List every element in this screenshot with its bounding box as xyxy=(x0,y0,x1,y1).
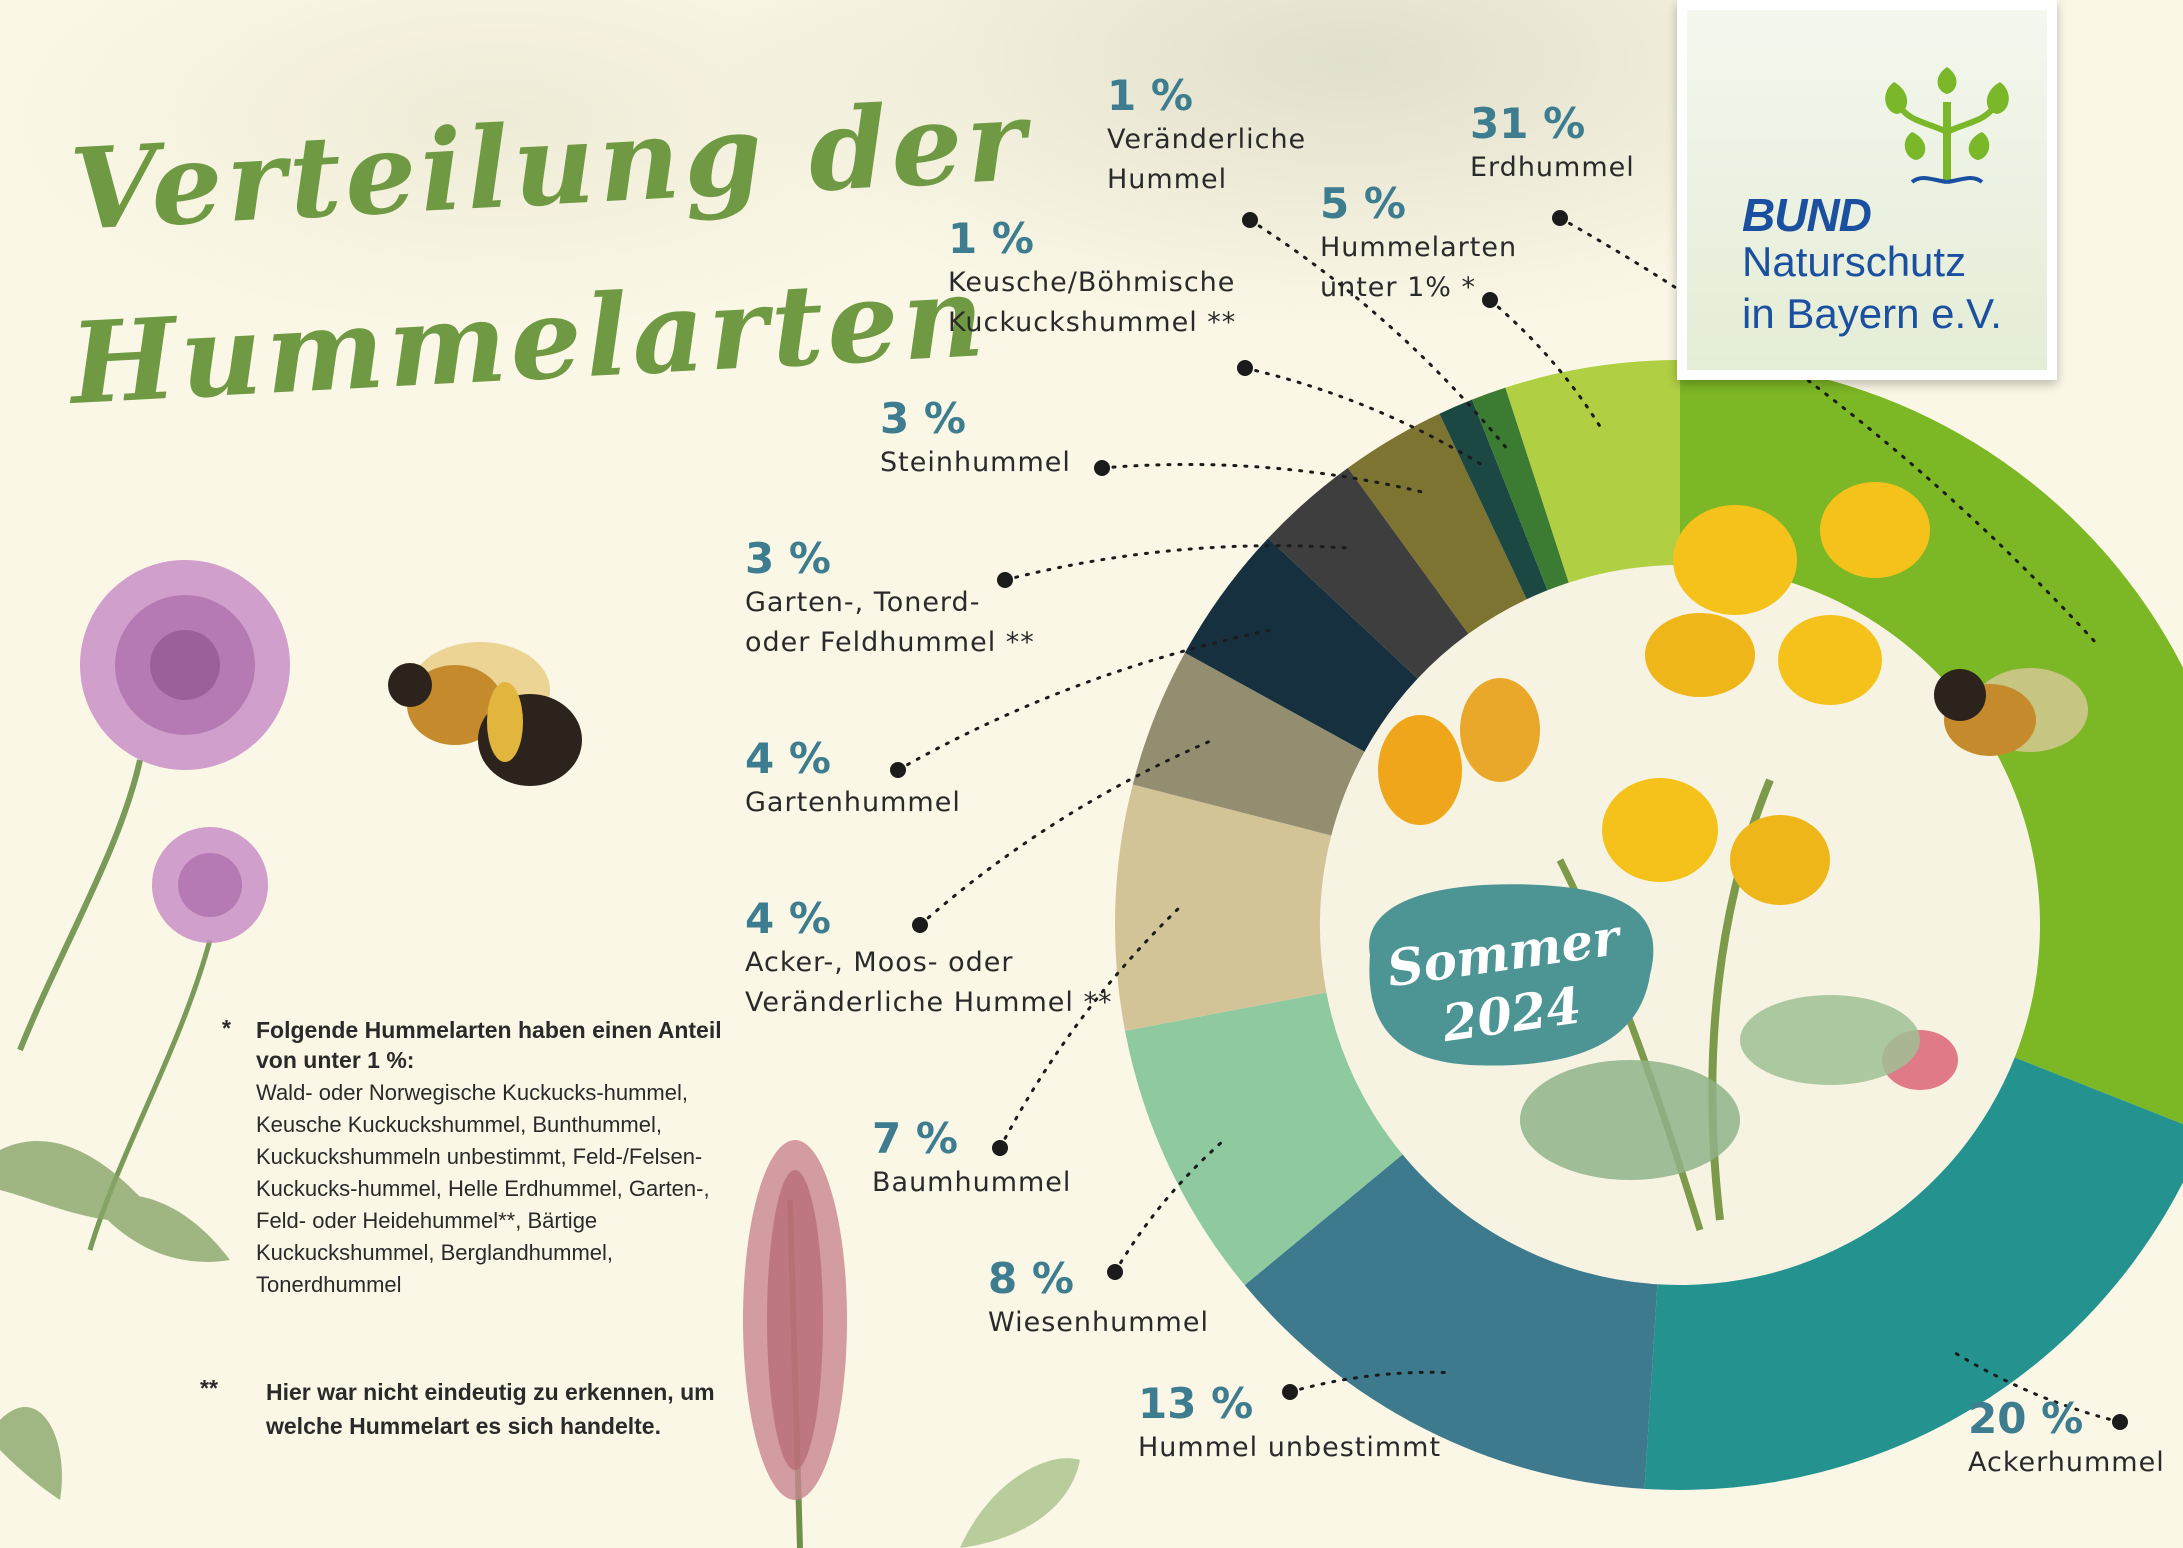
leader-dot-2 xyxy=(2112,1414,2128,1430)
slice-label-11-name-line-2: Hummel xyxy=(1107,164,1228,195)
leader-line-11 xyxy=(1248,218,1512,454)
slice-label-5: 7 % Baumhummel xyxy=(872,1115,1071,1203)
tree-logo-icon xyxy=(1885,67,2009,184)
slice-label-8-name-line-2: oder Feldhummel ** xyxy=(745,627,1035,658)
leader-dot-1 xyxy=(1552,210,1568,226)
slice-label-4-percent: 8 % xyxy=(988,1254,1074,1303)
leaves xyxy=(0,1140,230,1500)
donut-slice-1 xyxy=(1680,360,2183,1125)
slice-label-8-percent: 3 % xyxy=(745,534,831,583)
leader-dot-7 xyxy=(890,762,906,778)
donut-slice-5 xyxy=(1115,784,1332,1031)
slice-label-10-name-line-2: Kuckuckshummel ** xyxy=(948,307,1237,338)
donut-slice-7 xyxy=(1184,538,1418,752)
slice-label-12-percent: 5 % xyxy=(1320,179,1406,228)
footnote-2-text: Hier war nicht eindeutig zu erkennen, um… xyxy=(266,1379,715,1439)
footnote-1-body: Wald- oder Norwegische Kuckucks-hummel, … xyxy=(256,1080,710,1297)
leader-line-7 xyxy=(896,628,1275,772)
logo-line-2: Naturschutz xyxy=(1742,238,1967,285)
donut-slice-6 xyxy=(1132,652,1365,836)
donut-slice-4 xyxy=(1125,992,1403,1286)
slice-label-7-name-line-1: Gartenhummel xyxy=(745,787,961,818)
slice-label-5-percent: 7 % xyxy=(872,1114,958,1163)
slice-label-12-name-line-2: unter 1% * xyxy=(1320,272,1477,303)
slice-label-11-percent: 1 % xyxy=(1107,71,1193,120)
logo-bund-text: BUND xyxy=(1742,189,1872,241)
slice-label-3-name-line-1: Hummel unbestimmt xyxy=(1138,1432,1442,1463)
sommer-badge-shape xyxy=(1369,884,1654,1066)
donut-slice-2 xyxy=(1644,1057,2183,1490)
leader-dot-10 xyxy=(1237,360,1253,376)
slice-label-7-percent: 4 % xyxy=(745,734,831,783)
bird-foot-trefoil-flowers xyxy=(1378,482,1958,1232)
slice-label-9-name-line-1: Steinhummel xyxy=(880,447,1071,478)
slice-label-10-name-line-1: Keusche/Böhmische xyxy=(948,267,1236,298)
slice-label-2-name-line-1: Ackerhummel xyxy=(1968,1447,2165,1478)
slice-label-9: 3 % Steinhummel xyxy=(880,395,1071,483)
donut-slice-10 xyxy=(1439,399,1548,600)
slice-label-10: 1 % Keusche/Böhmische Kuckuckshummel ** xyxy=(948,215,1236,343)
slice-label-10-percent: 1 % xyxy=(948,214,1034,263)
bund-logo: BUND Naturschutz in Bayern e.V. xyxy=(1677,0,2057,380)
leader-line-4 xyxy=(1113,1137,1227,1274)
donut-slice-8 xyxy=(1268,467,1469,679)
slice-label-11-name-line-1: Veränderliche xyxy=(1107,124,1307,155)
slice-label-5-name-line-1: Baumhummel xyxy=(872,1167,1072,1198)
leader-line-9 xyxy=(1100,462,1426,494)
slice-label-9-percent: 3 % xyxy=(880,394,966,443)
donut-slice-3 xyxy=(1244,1154,1658,1489)
sommer-badge: Sommer 2024 xyxy=(1355,880,1660,1065)
logo-line-3: in Bayern e.V. xyxy=(1742,290,2002,337)
leader-line-2 xyxy=(1947,1347,2122,1424)
sommer-badge-text: Sommer 2024 xyxy=(1348,901,1667,1066)
slice-label-2-percent: 20 % xyxy=(1968,1394,2084,1443)
footnote-1-heading: Folgende Hummelarten haben einen Anteil … xyxy=(256,1017,722,1073)
slice-label-2: 20 % Ackerhummel xyxy=(1968,1395,2165,1483)
leader-dot-6 xyxy=(912,917,928,933)
slice-label-1-name-line-1: Erdhummel xyxy=(1470,152,1635,183)
lupine-flower xyxy=(743,1140,847,1548)
scabiosa-flower-large xyxy=(17,560,290,1052)
leader-dot-11 xyxy=(1242,212,1258,228)
leader-dot-9 xyxy=(1094,460,1110,476)
slice-label-1: 31 % Erdhummel xyxy=(1470,100,1635,188)
slice-label-6-name-line-2: Veränderliche Hummel ** xyxy=(745,987,1113,1018)
leader-dot-5 xyxy=(992,1140,1008,1156)
leader-line-1 xyxy=(1558,216,2098,645)
leader-line-3 xyxy=(1288,1370,1454,1394)
slice-label-8: 3 % Garten-, Tonerd-oder Feldhummel ** xyxy=(745,535,1035,663)
leader-line-8 xyxy=(1003,544,1350,582)
leader-dot-4 xyxy=(1107,1264,1123,1280)
leader-dot-8 xyxy=(997,572,1013,588)
bee-illustration-right xyxy=(1934,668,2088,756)
slice-label-1-percent: 31 % xyxy=(1470,99,1586,148)
footnote-1-marker: * xyxy=(222,1015,231,1041)
footnote-2-marker: ** xyxy=(200,1375,218,1401)
slice-label-4: 8 % Wiesenhummel xyxy=(988,1255,1209,1343)
slice-label-6-percent: 4 % xyxy=(745,894,831,943)
leader-dot-3 xyxy=(1282,1384,1298,1400)
slice-label-11: 1 % Veränderliche Hummel xyxy=(1107,72,1306,200)
donut-slice-9 xyxy=(1347,413,1527,634)
slice-label-12: 5 % Hummelarten unter 1% * xyxy=(1320,180,1517,308)
slice-label-4-name-line-1: Wiesenhummel xyxy=(988,1307,1209,1338)
slice-label-6: 4 % Acker-, Moos- oder Veränderliche Humme… xyxy=(745,895,1112,1023)
donut-slice-12 xyxy=(1505,360,1680,583)
slice-label-6-name-line-1: Acker-, Moos- oder xyxy=(745,947,1014,978)
slice-label-3-percent: 13 % xyxy=(1138,1379,1254,1428)
slice-label-3: 13 % Hummel unbestimmt xyxy=(1138,1380,1441,1468)
leader-line-6 xyxy=(918,738,1215,927)
slice-label-7: 4 % Gartenhummel xyxy=(745,735,961,823)
slice-label-12-name-line-1: Hummelarten xyxy=(1320,232,1518,263)
leader-dot-12 xyxy=(1482,292,1498,308)
leaves-bottom xyxy=(960,1458,1080,1548)
leader-line-10 xyxy=(1243,366,1482,466)
donut-slice-11 xyxy=(1472,387,1569,591)
bee-illustration-left xyxy=(388,642,582,786)
slice-label-8-name-line-1: Garten-, Tonerd- xyxy=(745,587,981,618)
